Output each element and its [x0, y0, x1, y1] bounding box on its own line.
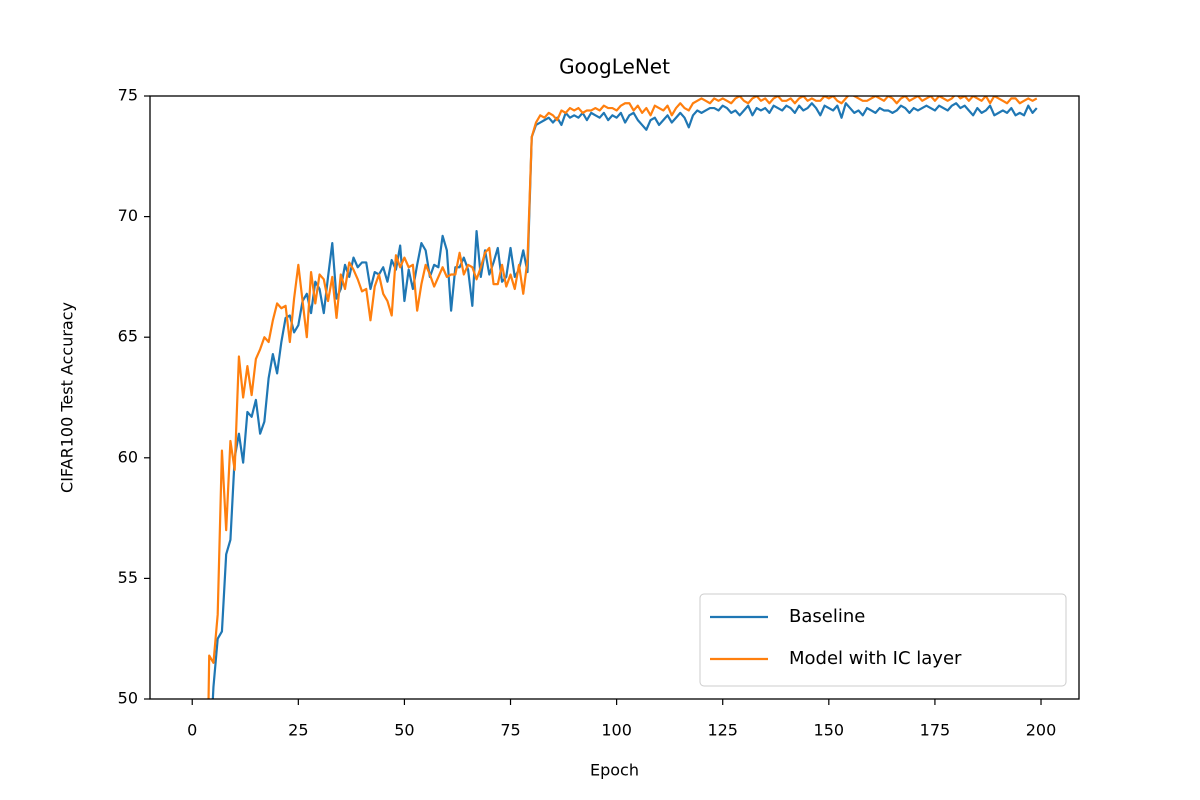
x-tick-label: 150	[814, 721, 845, 740]
y-tick-label: 50	[118, 689, 138, 708]
data-line	[211, 102, 1038, 699]
plot-frame	[149, 95, 1080, 700]
legend-label: Baseline	[789, 606, 865, 627]
x-tick-label: 100	[601, 721, 632, 740]
y-tick-label: 55	[118, 568, 138, 587]
y-tick-label: 75	[118, 86, 138, 105]
legend-label: Model with IC layer	[789, 648, 962, 669]
y-tick-label: 70	[118, 206, 138, 225]
legend-box	[699, 593, 1067, 687]
plot-area	[207, 96, 1038, 699]
x-tick-label: 50	[394, 721, 414, 740]
x-tick-label: 75	[500, 721, 520, 740]
x-tick-label: 175	[920, 721, 951, 740]
y-axis-label: CIFAR100 Test Accuracy	[58, 302, 77, 493]
x-tick-label: 0	[187, 721, 197, 740]
x-tick-label: 125	[707, 721, 738, 740]
x-tick-label: 25	[288, 721, 308, 740]
legend: Baseline Model with IC layer	[699, 593, 1067, 687]
x-tick-label: 200	[1026, 721, 1057, 740]
y-tick-label: 60	[118, 447, 138, 466]
y-tick-label: 65	[118, 327, 138, 346]
data-line	[207, 96, 1038, 699]
chart-title: GoogLeNet	[559, 55, 670, 79]
x-axis-label: Epoch	[590, 761, 639, 780]
